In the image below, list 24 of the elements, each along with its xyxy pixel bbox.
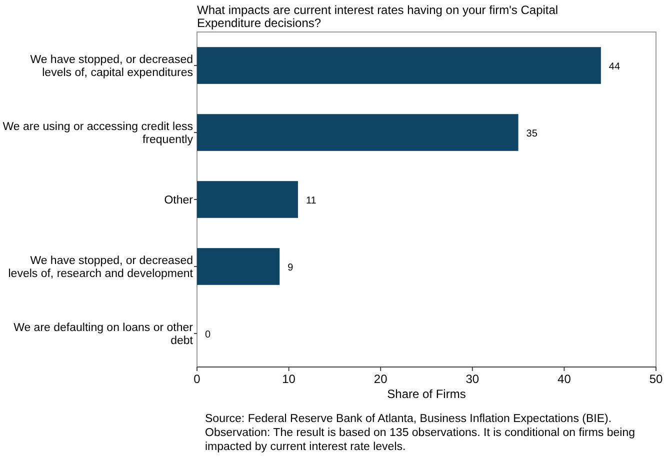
x-tick-label: 40 (558, 372, 572, 386)
data-label: 44 (608, 62, 620, 72)
y-tick-label: We are defaulting on loans or other debt (14, 322, 194, 347)
y-tick-label: We are using or accessing credit less frequently (2, 121, 194, 146)
x-tick-label: 50 (649, 372, 663, 386)
x-tick-label: 10 (282, 372, 296, 386)
x-tick-label: 20 (374, 372, 388, 386)
bar (197, 248, 280, 285)
chart-title: What impacts are current interest rates having on your firm's Capital Expenditure decisions? (197, 3, 558, 30)
y-tick-label: Other (164, 194, 194, 206)
bar (197, 47, 601, 84)
x-tick-label: 30 (466, 372, 480, 386)
bar (197, 181, 298, 218)
y-tick-label: We have stopped, or decreased levels of, capital expenditures (30, 54, 194, 79)
y-tick-label: We have stopped, or decreased levels of, research and development (8, 255, 194, 280)
data-label: 0 (205, 330, 211, 340)
data-label: 9 (288, 262, 294, 274)
x-tick-label: 0 (194, 372, 201, 386)
text: Observation: The result is based on 135 observations. It is conditional on firms being impacted by current interest rate levels. (205, 427, 635, 453)
data-label: 35 (526, 128, 538, 140)
data-label: 11 (306, 196, 317, 206)
bar (197, 114, 518, 151)
source-note: Source: Federal Reserve Bank of Atlanta, Business Inflation Expectations (BIE). (205, 413, 612, 425)
x-axis-title: Share of Firms (387, 387, 466, 401)
